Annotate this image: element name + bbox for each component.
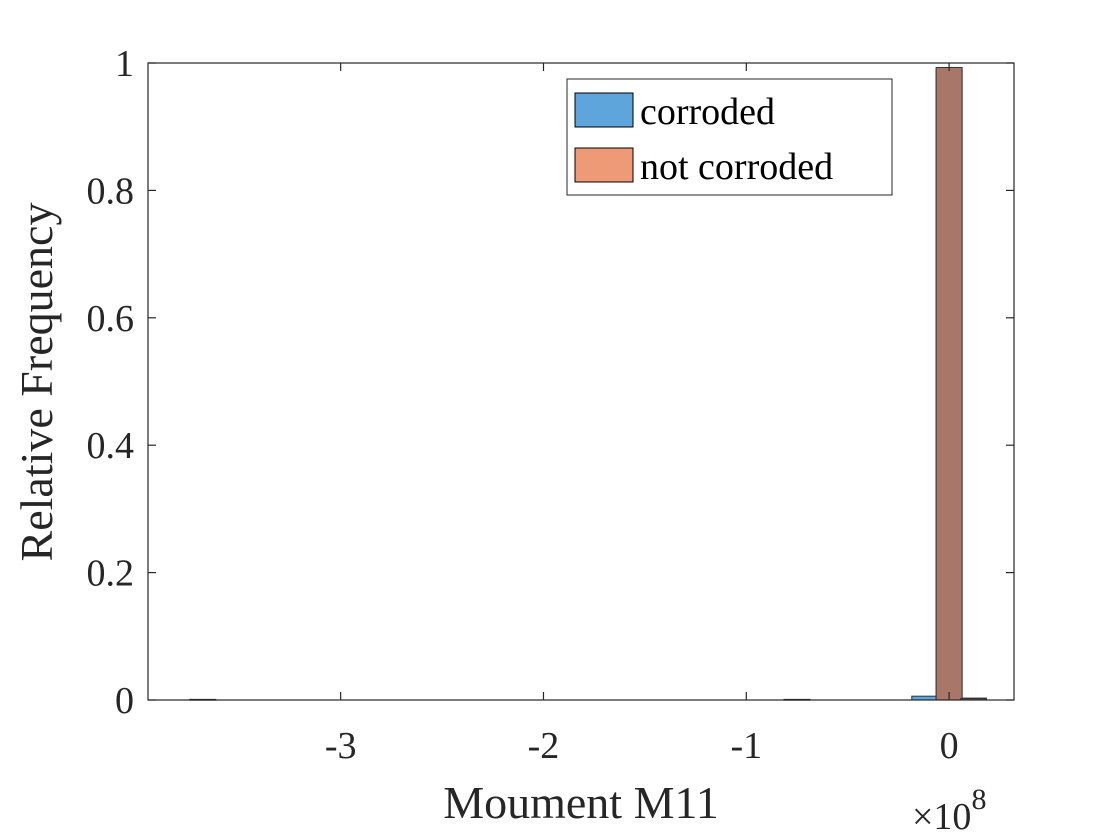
- x-tick-label: -3: [325, 725, 357, 767]
- x-tick-label: -2: [528, 725, 560, 767]
- ticks-group: -3 -2 -1 0 0 0.2 0.4 0.6 0.8 1: [87, 43, 1014, 767]
- y-axis-label: Relative Frequency: [11, 203, 62, 562]
- legend-label-not-corroded: not corroded: [640, 146, 833, 188]
- x-exponent-label: ×108: [912, 783, 986, 838]
- legend-swatch-corroded: [574, 92, 634, 128]
- x-exponent-base: ×10: [912, 796, 971, 838]
- x-tick-label: -1: [730, 725, 762, 767]
- legend-swatch-not-corroded: [574, 147, 634, 183]
- x-axis-label: Moument M11: [443, 777, 719, 828]
- legend-label-corroded: corroded: [640, 91, 775, 133]
- x-tick-label: 0: [940, 725, 959, 767]
- y-tick-label: 0.6: [87, 298, 135, 340]
- y-tick-label: 0.2: [87, 553, 135, 595]
- y-tick-label: 0: [115, 680, 134, 722]
- bars-group: [189, 66, 987, 701]
- y-tick-label: 0.8: [87, 170, 135, 212]
- plot-frame: [147, 62, 1015, 701]
- y-tick-label: 1: [115, 43, 134, 85]
- bar-not-corroded-0: [935, 66, 963, 701]
- legend: corroded not corroded: [566, 78, 893, 196]
- x-exponent-power: 8: [971, 783, 986, 816]
- y-tick-label: 0.4: [87, 425, 135, 467]
